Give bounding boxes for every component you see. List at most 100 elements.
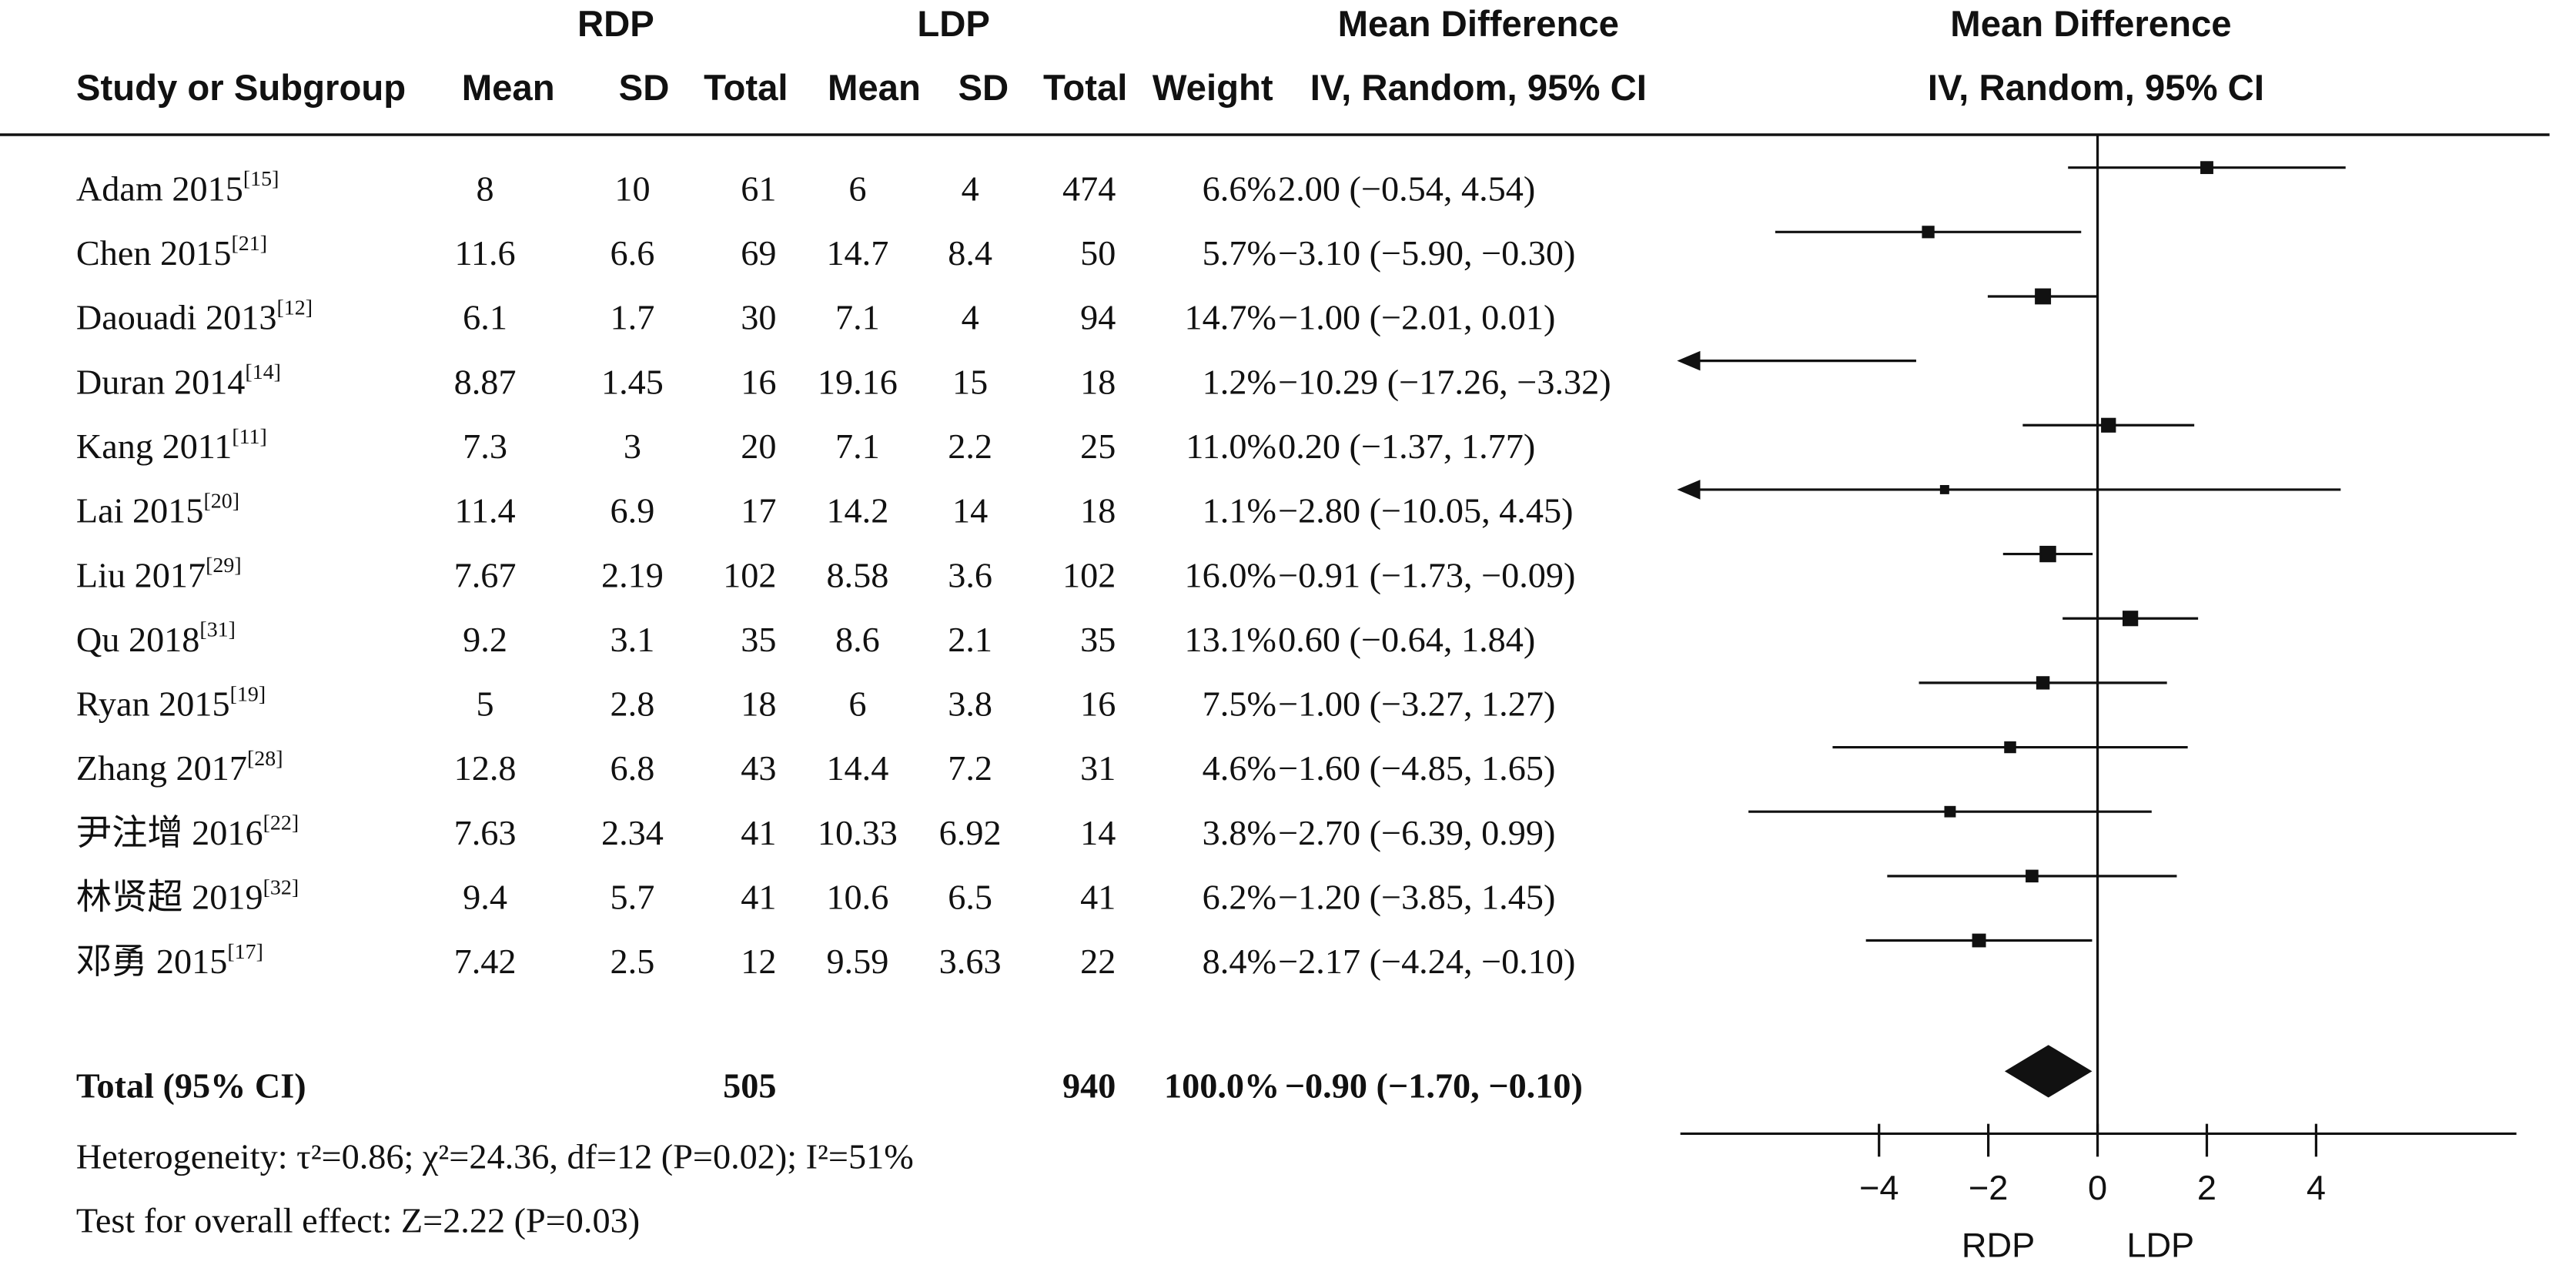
rdp-total: 41 (741, 878, 776, 917)
table-row: Zhang 2017[28] 12.8 6.8 43 14.4 7.2 31 4.6% −1.6… (76, 747, 1555, 788)
study-weight: 11.0% (1186, 427, 1276, 466)
effect-label-plot: Mean Difference (1950, 3, 2231, 44)
ldp-total: 31 (1080, 748, 1116, 788)
study-label: 林贤超 2019 (76, 878, 263, 917)
ldp-sd: 14 (952, 491, 988, 530)
rdp-sd: 1.7 (611, 298, 655, 337)
study-name: Duran 2014[14] (76, 360, 281, 401)
rdp-mean: 11.4 (454, 491, 515, 530)
rdp-sd: 3 (624, 427, 641, 466)
rdp-mean: 11.6 (454, 233, 515, 273)
table-row: Qu 2018[31] 9.2 3.1 35 8.6 2.1 35 13.1% 0.60 (−0… (76, 618, 1535, 659)
study-reference: [29] (206, 554, 242, 577)
ldp-total: 22 (1080, 942, 1116, 981)
rdp-total: 12 (741, 942, 776, 981)
study-weight: 13.1% (1185, 620, 1276, 659)
study-reference: [20] (204, 489, 240, 513)
study-ci-text: 2.00 (−0.54, 4.54) (1278, 169, 1535, 209)
rdp-total: 35 (741, 620, 776, 659)
effect-square (2039, 545, 2056, 563)
table-row: Chen 2015[21] 11.6 6.6 69 14.7 8.4 50 5.7% −3.10… (76, 232, 1576, 273)
rdp-total: 69 (741, 233, 776, 273)
ldp-sd: 3.8 (948, 684, 992, 724)
effect-square (1944, 805, 1956, 818)
study-reference: [15] (243, 167, 279, 191)
ldp-mean: 8.58 (826, 555, 888, 594)
study-reference: [11] (232, 425, 267, 449)
study-ci-text: 0.60 (−0.64, 1.84) (1278, 620, 1535, 659)
ldp-mean: 14.4 (826, 748, 888, 788)
x-tick-label: 0 (2088, 1168, 2107, 1207)
rdp-sd: 10 (614, 169, 650, 209)
study-weight: 5.7% (1203, 233, 1276, 273)
rdp-total: 18 (741, 684, 776, 724)
study-weight: 6.6% (1203, 169, 1276, 209)
ldp-sd: 2.1 (948, 620, 992, 659)
ldp-total: 94 (1080, 298, 1116, 337)
ldp-total: 14 (1080, 813, 1116, 852)
rdp-sd: 2.34 (601, 813, 664, 852)
col-sd2-header: SD (958, 67, 1009, 108)
rdp-sd: 2.5 (611, 942, 655, 981)
study-ci-text: −3.10 (−5.90, −0.30) (1278, 233, 1575, 273)
col-sd1-header: SD (619, 67, 670, 108)
ldp-sd: 7.2 (948, 748, 992, 788)
study-label: Daouadi 2013 (76, 298, 277, 337)
effect-square (2026, 869, 2039, 883)
study-reference: [19] (230, 682, 266, 706)
axis-label-right: LDP (2126, 1226, 2194, 1265)
study-name: Liu 2017[29] (76, 554, 242, 594)
study-label: Kang 2011 (76, 427, 232, 466)
rdp-sd: 6.9 (611, 491, 655, 530)
rdp-mean: 7.67 (454, 555, 517, 594)
ldp-total: 18 (1080, 362, 1116, 401)
study-name: Zhang 2017[28] (76, 747, 283, 788)
ldp-sd: 6.92 (939, 813, 1002, 852)
study-name: 尹注增 2016[22] (76, 812, 299, 852)
ldp-total: 35 (1080, 620, 1116, 659)
ldp-mean: 14.2 (826, 491, 888, 530)
ldp-mean: 7.1 (835, 427, 880, 466)
rdp-total: 61 (741, 169, 776, 209)
study-reference: [22] (263, 812, 299, 835)
study-label: Chen 2015 (76, 233, 232, 273)
rdp-total: 43 (741, 748, 776, 788)
study-name: 林贤超 2019[32] (76, 875, 299, 916)
ldp-total: 18 (1080, 491, 1116, 530)
study-ci-text: −10.29 (−17.26, −3.32) (1278, 362, 1611, 401)
ldp-total: 50 (1080, 233, 1116, 273)
effect-method-table: IV, Random, 95% CI (1310, 67, 1647, 108)
rdp-total: 41 (741, 813, 776, 852)
study-ci-text: −1.00 (−3.27, 1.27) (1278, 684, 1555, 724)
study-ci-text: −1.60 (−4.85, 1.65) (1278, 748, 1555, 788)
study-reference: [31] (199, 618, 236, 642)
study-weight: 1.2% (1203, 362, 1276, 401)
ci-arrow (1677, 350, 1701, 371)
rdp-total: 16 (741, 362, 776, 401)
study-label: Lai 2015 (76, 491, 204, 530)
rdp-mean: 7.63 (454, 813, 517, 852)
ldp-sd: 3.63 (939, 942, 1002, 981)
table-row: 邓勇 2015[17] 7.42 2.5 12 9.59 3.63 22 8.4% −2.17 … (76, 940, 1576, 981)
study-label: Qu 2018 (76, 620, 200, 659)
rdp-total: 17 (741, 491, 776, 530)
total-ci-text: −0.90 (−1.70, −0.10) (1285, 1066, 1583, 1106)
ldp-mean: 6 (848, 684, 866, 724)
ldp-sd: 8.4 (948, 233, 992, 273)
effect-square (1972, 933, 1986, 948)
rdp-mean: 8 (477, 169, 494, 209)
effect-label-table: Mean Difference (1338, 3, 1619, 44)
study-weight: 3.8% (1203, 813, 1276, 852)
study-name: Daouadi 2013[12] (76, 296, 313, 337)
effect-square (2122, 611, 2139, 627)
ldp-sd: 3.6 (948, 555, 992, 594)
ldp-sd: 2.2 (948, 427, 992, 466)
rdp-sd: 2.8 (611, 684, 655, 724)
ldp-mean: 14.7 (826, 233, 888, 273)
study-weight: 16.0% (1185, 555, 1276, 594)
study-weight: 7.5% (1203, 684, 1276, 724)
study-reference: [14] (245, 360, 281, 384)
col-mean2-header: Mean (828, 67, 921, 108)
table-row: Lai 2015[20] 11.4 6.9 17 14.2 14 18 1.1% −2.80 (… (76, 489, 1574, 530)
